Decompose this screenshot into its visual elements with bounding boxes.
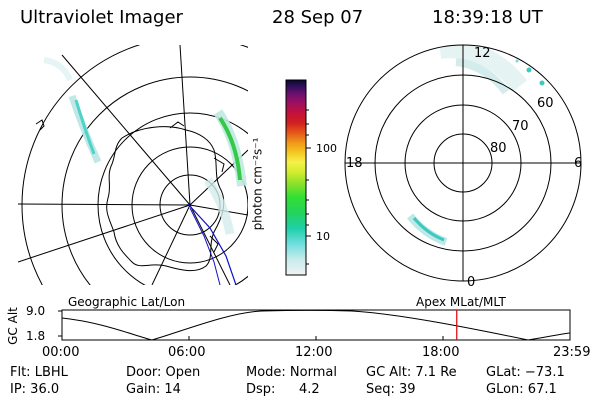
status-glat: GLat: −73.1 xyxy=(486,365,565,380)
mlt-label-12: 12 xyxy=(474,46,491,61)
gc-alt-axis-title: GC Alt xyxy=(5,307,20,345)
mlat-label-60: 60 xyxy=(537,96,554,111)
x-tick-1800: 18:00 xyxy=(422,345,460,360)
satellite-track-2 xyxy=(189,207,221,285)
date-label: 28 Sep 07 xyxy=(272,7,364,28)
status-filter: Flt: LBHL xyxy=(10,365,68,380)
polar-grid xyxy=(344,44,582,282)
mlat-label-70: 70 xyxy=(512,119,529,134)
y-tick-1-8: 1.8 xyxy=(26,329,46,343)
status-seq: Seq: 39 xyxy=(366,382,416,397)
longitude-grid xyxy=(18,45,248,285)
geographic-label: Geographic Lat/Lon xyxy=(68,295,186,309)
x-tick-1200: 12:00 xyxy=(295,345,333,360)
x-tick-0600: 06:00 xyxy=(168,345,206,360)
colorbar-ticks xyxy=(306,109,311,265)
mlt-label-18: 18 xyxy=(346,156,363,171)
status-door: Door: Open xyxy=(126,365,201,380)
status-dsp-value: 4.2 xyxy=(299,382,320,397)
instrument-title: Ultraviolet Imager xyxy=(20,7,183,28)
colorbar-tick-10: 10 xyxy=(316,230,330,243)
status-ip: IP: 36.0 xyxy=(10,382,60,397)
y-tick-9: 9.0 xyxy=(26,304,46,318)
aurora-emission-polar xyxy=(406,45,545,246)
status-mode: Mode: Normal xyxy=(246,365,337,380)
polar-plot xyxy=(344,44,582,282)
antarctica-coastline xyxy=(106,126,225,272)
mlat-label-80: 80 xyxy=(490,141,507,156)
colorbar xyxy=(285,79,307,276)
timeline-ticks xyxy=(58,310,444,340)
geographic-map xyxy=(18,45,248,285)
apex-label: Apex MLat/MLT xyxy=(416,295,506,309)
mlt-label-0: 0 xyxy=(467,275,476,290)
x-tick-0000: 00:00 xyxy=(42,345,80,360)
status-gain: Gain: 14 xyxy=(126,382,181,397)
mlt-label-6: 6 xyxy=(574,156,583,171)
x-tick-2359: 23:59 xyxy=(553,345,591,360)
time-label: 18:39:18 UT xyxy=(432,7,543,28)
satellite-track xyxy=(187,203,237,285)
colorbar-unit-label: photon cm⁻²s⁻¹ xyxy=(250,137,265,231)
status-glon: GLon: 67.1 xyxy=(486,382,557,397)
aurora-emission-geo xyxy=(43,57,247,235)
altitude-timeline xyxy=(58,309,571,341)
status-dsp-label: Dsp: xyxy=(246,382,276,397)
colorbar-tick-100: 100 xyxy=(316,142,337,155)
coast-detail xyxy=(35,119,225,253)
status-gc-alt: GC Alt: 7.1 Re xyxy=(366,365,457,380)
altitude-curve xyxy=(61,309,571,341)
